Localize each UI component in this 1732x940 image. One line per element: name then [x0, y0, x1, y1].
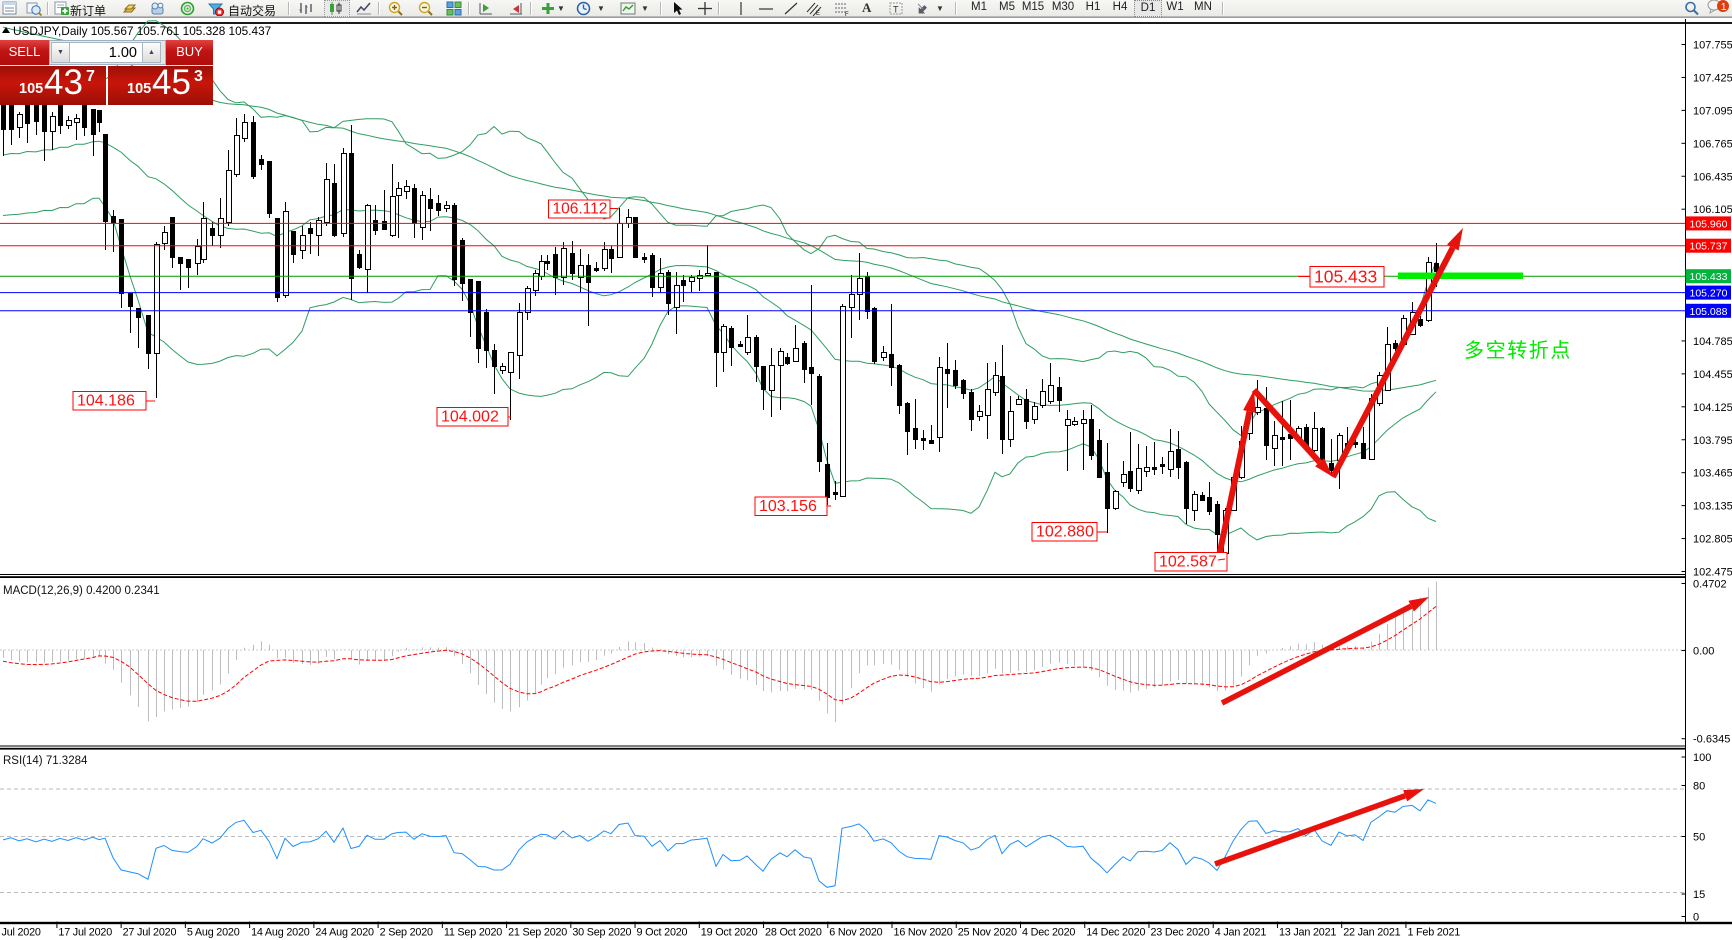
- svg-text:103.465: 103.465: [1693, 468, 1732, 480]
- svg-text:16 Nov 2020: 16 Nov 2020: [894, 927, 953, 939]
- svg-text:13 Jan 2021: 13 Jan 2021: [1279, 927, 1336, 939]
- svg-text:105.433: 105.433: [1314, 267, 1377, 287]
- svg-text:F: F: [845, 12, 849, 16]
- svg-text:19 Oct 2020: 19 Oct 2020: [701, 927, 758, 939]
- svg-text:80: 80: [1693, 781, 1705, 793]
- svg-text:23 Dec 2020: 23 Dec 2020: [1150, 927, 1209, 939]
- svg-text:107.095: 107.095: [1693, 105, 1732, 117]
- svg-text:22 Jan 2021: 22 Jan 2021: [1343, 927, 1400, 939]
- svg-text:9 Oct 2020: 9 Oct 2020: [637, 927, 688, 939]
- svg-text:107.425: 107.425: [1693, 72, 1732, 84]
- svg-text:T: T: [893, 5, 899, 15]
- svg-text:25 Nov 2020: 25 Nov 2020: [958, 927, 1017, 939]
- svg-text:105.088: 105.088: [1690, 306, 1728, 318]
- svg-text:104.186: 104.186: [77, 393, 135, 410]
- svg-text:30 Sep 2020: 30 Sep 2020: [572, 927, 631, 939]
- svg-text:105.960: 105.960: [1690, 218, 1728, 230]
- svg-text:103.156: 103.156: [759, 498, 817, 515]
- svg-text:106.765: 106.765: [1693, 138, 1732, 150]
- svg-text:6 Nov 2020: 6 Nov 2020: [829, 927, 882, 939]
- svg-text:102.587: 102.587: [1159, 554, 1217, 571]
- svg-text:104.455: 104.455: [1693, 369, 1732, 381]
- svg-text:14 Aug 2020: 14 Aug 2020: [251, 927, 310, 939]
- svg-text:102.880: 102.880: [1036, 524, 1094, 541]
- svg-text:24 Aug 2020: 24 Aug 2020: [315, 927, 374, 939]
- svg-text:28 Oct 2020: 28 Oct 2020: [765, 927, 822, 939]
- svg-text:RSI(14) 71.3284: RSI(14) 71.3284: [3, 755, 88, 767]
- svg-text:MACD(12,26,9) 0.4200 0.2341: MACD(12,26,9) 0.4200 0.2341: [3, 585, 160, 597]
- svg-text:106.435: 106.435: [1693, 171, 1732, 183]
- svg-text:27 Jul 2020: 27 Jul 2020: [123, 927, 177, 939]
- svg-text:5 Aug 2020: 5 Aug 2020: [187, 927, 240, 939]
- svg-text:50: 50: [1693, 832, 1705, 844]
- svg-text:103.135: 103.135: [1693, 501, 1732, 513]
- svg-text:E: E: [816, 11, 820, 16]
- svg-text:4 Dec 2020: 4 Dec 2020: [1022, 927, 1075, 939]
- svg-text:2 Sep 2020: 2 Sep 2020: [380, 927, 433, 939]
- svg-text:21 Sep 2020: 21 Sep 2020: [508, 927, 567, 939]
- svg-text:105.270: 105.270: [1690, 288, 1728, 300]
- svg-text:103.795: 103.795: [1693, 435, 1732, 447]
- svg-text:105.433: 105.433: [1690, 271, 1728, 283]
- svg-text:104.785: 104.785: [1693, 336, 1732, 348]
- svg-text:17 Jul 2020: 17 Jul 2020: [58, 927, 112, 939]
- svg-text:104.125: 104.125: [1693, 402, 1732, 414]
- svg-text:Jul 2020: Jul 2020: [2, 927, 41, 939]
- svg-text:102.475: 102.475: [1693, 567, 1732, 579]
- svg-text:106.105: 106.105: [1693, 204, 1732, 216]
- svg-text:0.4702: 0.4702: [1693, 579, 1727, 591]
- svg-text:104.002: 104.002: [441, 409, 499, 426]
- svg-text:15: 15: [1693, 889, 1705, 901]
- svg-text:106.112: 106.112: [553, 201, 608, 218]
- svg-text:1 Feb 2021: 1 Feb 2021: [1407, 927, 1460, 939]
- svg-text:105.737: 105.737: [1690, 241, 1728, 253]
- svg-text:14 Dec 2020: 14 Dec 2020: [1086, 927, 1145, 939]
- svg-text:0: 0: [1693, 912, 1699, 924]
- svg-text:100: 100: [1693, 752, 1711, 764]
- svg-text:107.755: 107.755: [1693, 40, 1732, 52]
- svg-text:-0.6345: -0.6345: [1693, 734, 1730, 746]
- svg-text:1: 1: [1721, 1, 1727, 13]
- svg-text:USDJPY,Daily 105.567 105.761: USDJPY,Daily 105.567 105.761 105.328 105…: [13, 24, 271, 38]
- svg-text:102.805: 102.805: [1693, 534, 1732, 546]
- svg-text:4 Jan 2021: 4 Jan 2021: [1215, 927, 1267, 939]
- svg-text:0.00: 0.00: [1693, 646, 1714, 658]
- svg-text:11 Sep 2020: 11 Sep 2020: [444, 927, 502, 939]
- svg-text:多空转折点: 多空转折点: [1464, 339, 1572, 362]
